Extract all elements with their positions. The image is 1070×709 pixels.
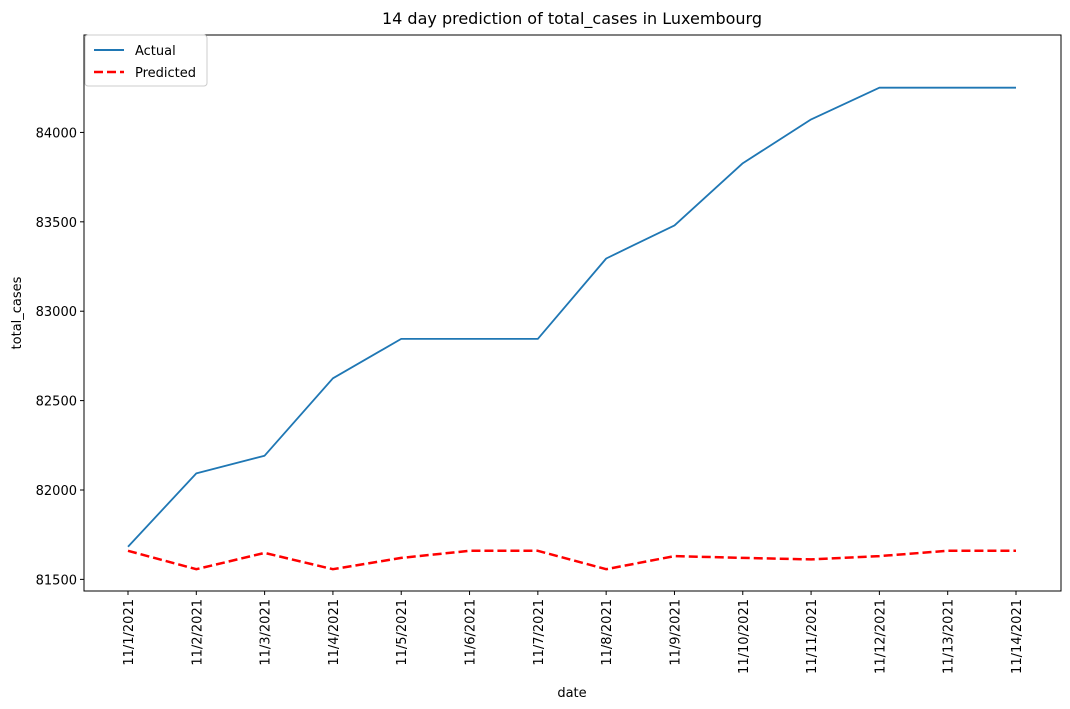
x-axis: 11/1/2021 11/2/2021 11/3/2021 11/4/2021 11/5… — [122, 591, 1025, 674]
series-line-predicted — [127, 549, 1016, 571]
y-axis: 81500 82000 82500 83000 83500 84000 — [36, 126, 84, 588]
x-tick-label: 11/4/2021 — [327, 599, 342, 666]
legend: Actual Predicted — [84, 34, 208, 87]
y-tick-label: 83000 — [36, 305, 77, 320]
x-tick-label: 11/9/2021 — [668, 599, 683, 666]
x-tick-label: 11/13/2021 — [942, 599, 957, 674]
y-tick-label: 82000 — [36, 484, 77, 499]
chart-title: 14 day prediction of total_cases in Luxe… — [382, 9, 762, 29]
x-tick-label: 11/3/2021 — [259, 599, 274, 666]
series-line-actual — [127, 86, 1016, 548]
y-tick-label: 82500 — [36, 395, 77, 410]
legend-label-predicted: Predicted — [135, 66, 196, 81]
x-tick-label: 11/14/2021 — [1010, 599, 1025, 674]
series-layer — [127, 86, 1016, 571]
x-tick-label: 11/10/2021 — [737, 599, 752, 674]
y-axis-title: total_cases — [10, 276, 25, 349]
y-tick-label: 84000 — [36, 126, 77, 141]
x-tick-label: 11/12/2021 — [873, 599, 888, 674]
x-tick-label: 11/1/2021 — [122, 599, 137, 666]
y-tick-label: 83500 — [36, 216, 77, 231]
x-tick-label: 11/11/2021 — [805, 599, 820, 674]
plot-frame — [83, 34, 1062, 592]
x-tick-label: 11/8/2021 — [600, 599, 615, 666]
x-tick-label: 11/2/2021 — [190, 599, 205, 666]
y-tick-label: 81500 — [36, 573, 77, 588]
plot-area — [83, 34, 1062, 592]
x-tick-label: 11/7/2021 — [532, 599, 547, 666]
x-tick-label: 11/5/2021 — [395, 599, 410, 666]
x-axis-title: date — [557, 686, 586, 701]
legend-label-actual: Actual — [135, 44, 176, 59]
x-tick-label: 11/6/2021 — [464, 599, 479, 666]
